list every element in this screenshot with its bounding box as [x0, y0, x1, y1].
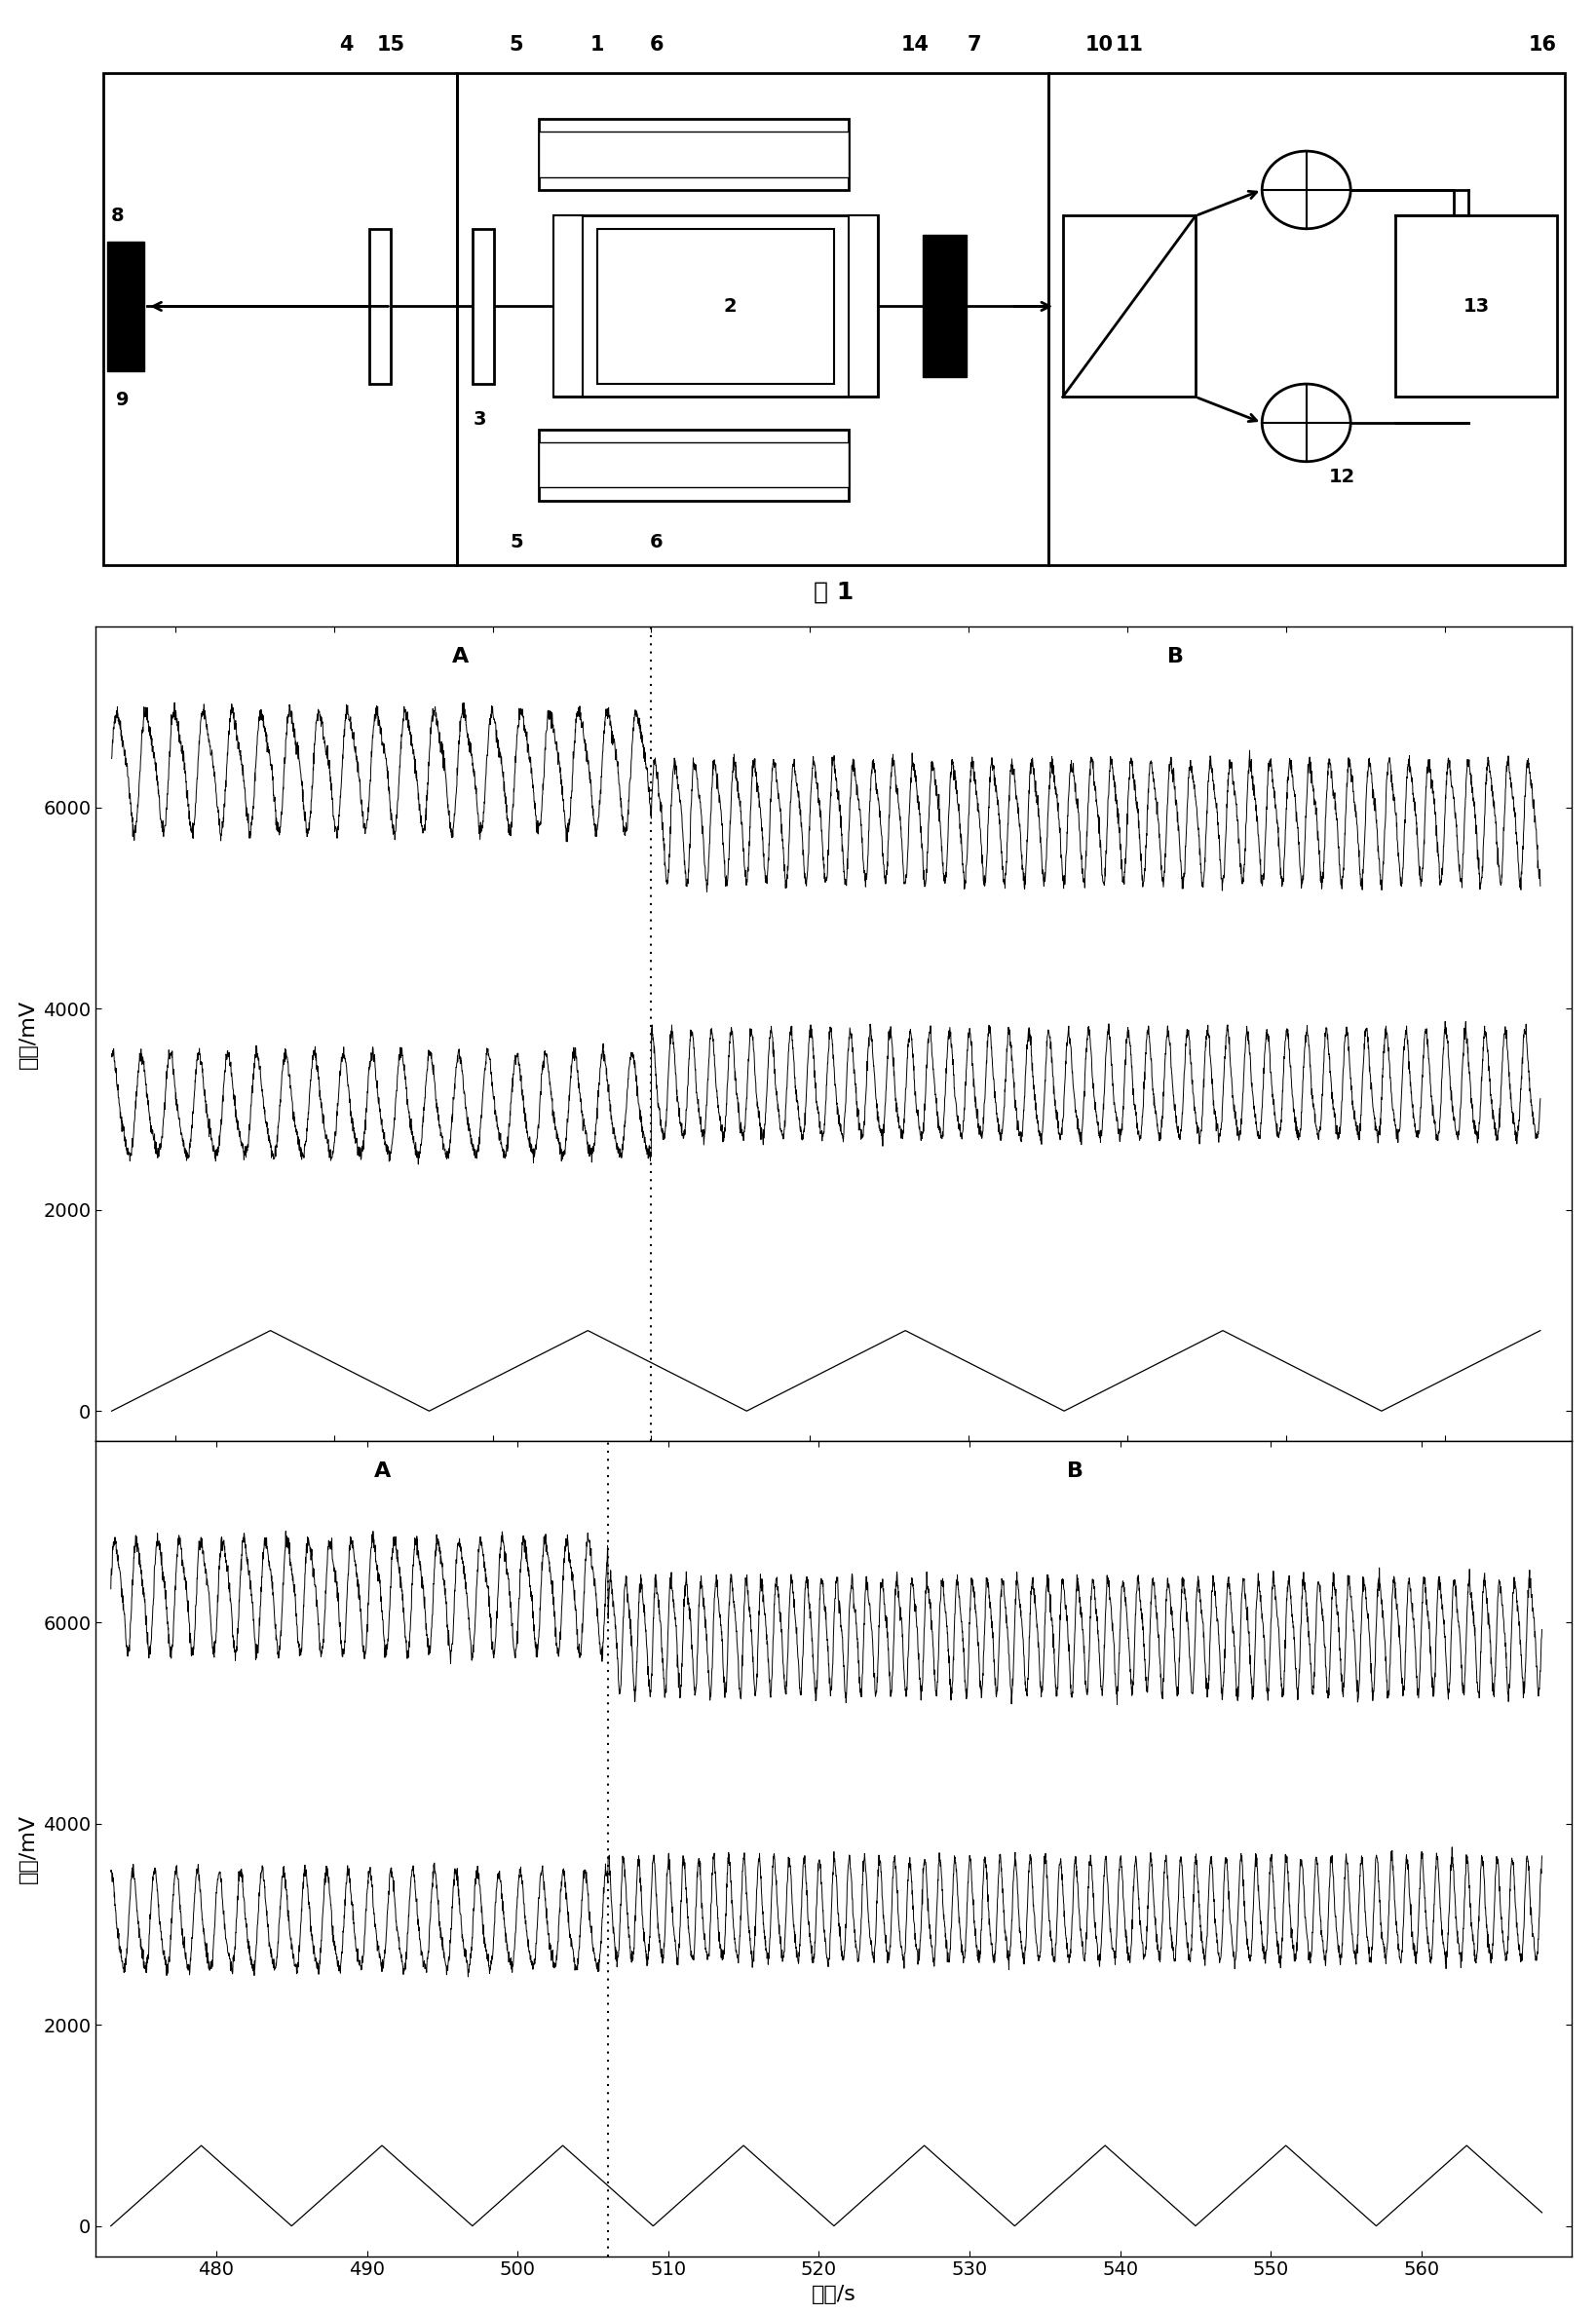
Bar [539, 118, 849, 190]
Bar [849, 215, 878, 398]
Text: 5: 5 [509, 35, 523, 53]
Text: 9: 9 [117, 391, 129, 410]
Text: 15: 15 [377, 35, 405, 53]
Text: A: A [452, 646, 469, 666]
Text: 1: 1 [591, 35, 605, 53]
Text: 图 1: 图 1 [814, 581, 854, 604]
Text: 8: 8 [112, 206, 124, 224]
Y-axis label: 光强/mV: 光强/mV [18, 1814, 38, 1884]
Text: A: A [373, 1462, 391, 1481]
Text: 11: 11 [1116, 35, 1143, 53]
Bar [104, 74, 458, 565]
Text: B: B [1066, 1462, 1084, 1481]
Circle shape [1262, 384, 1350, 460]
Bar [597, 229, 833, 384]
Bar [539, 428, 849, 500]
X-axis label: 时间/s: 时间/s [811, 2284, 857, 2305]
Y-axis label: 光强/mV: 光强/mV [18, 1000, 38, 1069]
Text: (a): (a) [819, 1539, 849, 1560]
Bar [1049, 74, 1564, 565]
Text: 12: 12 [1328, 467, 1355, 486]
Text: 4: 4 [340, 35, 354, 53]
Text: 2: 2 [725, 296, 737, 315]
Text: 16: 16 [1529, 35, 1556, 53]
Bar [539, 442, 849, 488]
Bar [554, 215, 583, 398]
Text: 3: 3 [472, 410, 487, 428]
Bar [1395, 215, 1558, 398]
Circle shape [1262, 150, 1350, 229]
Text: 10: 10 [1085, 35, 1114, 53]
Bar [554, 215, 878, 398]
Bar [107, 241, 145, 370]
Text: 6: 6 [650, 532, 664, 551]
Bar [369, 229, 391, 384]
X-axis label: 时间/s: 时间/s [811, 1469, 857, 1490]
Text: 7: 7 [967, 35, 982, 53]
Bar [1063, 215, 1195, 398]
Text: 6: 6 [650, 35, 664, 53]
Bar [458, 74, 1049, 565]
Text: 5: 5 [509, 532, 523, 551]
Text: 14: 14 [902, 35, 929, 53]
Bar [539, 132, 849, 176]
Text: B: B [1167, 646, 1184, 666]
Bar [472, 229, 495, 384]
Bar [922, 236, 967, 377]
Text: 13: 13 [1464, 296, 1489, 315]
